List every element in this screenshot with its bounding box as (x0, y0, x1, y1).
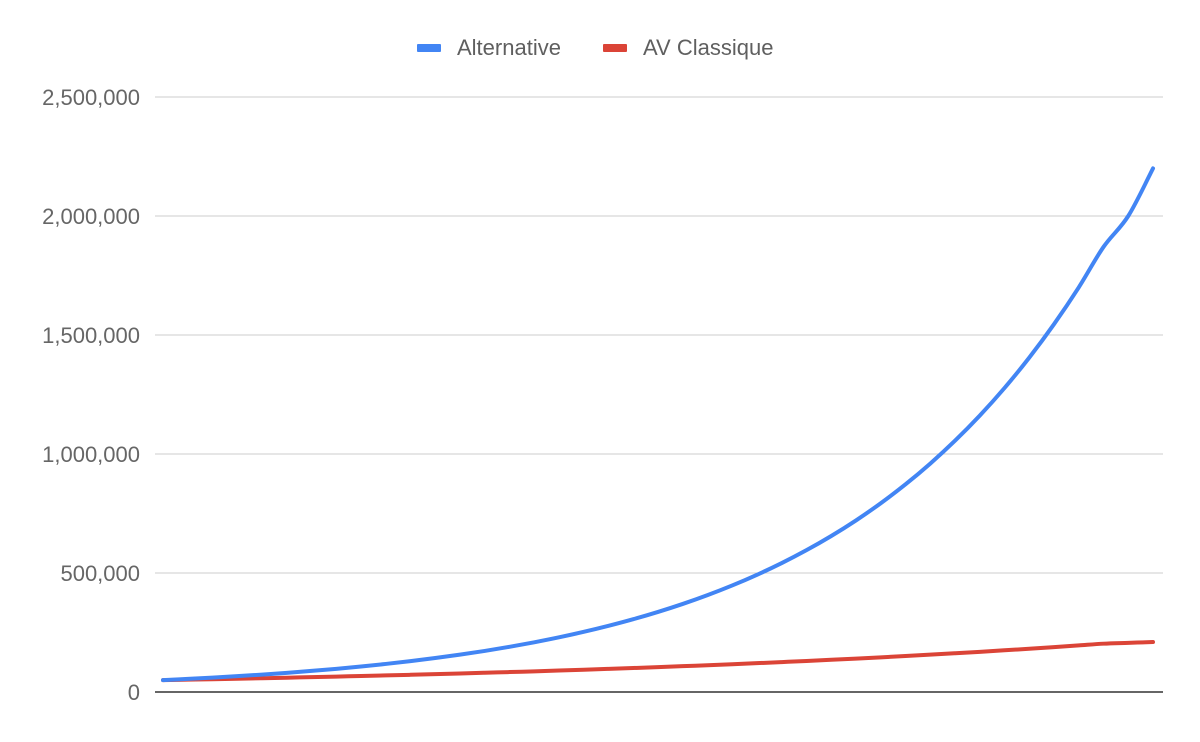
legend-swatch (603, 44, 627, 52)
legend-item[interactable]: Alternative (417, 35, 561, 60)
series-line-av-classique (161, 640, 1155, 683)
legend-label: Alternative (457, 35, 561, 60)
y-axis-tick-labels: 0 500,000 1,000,000 1,500,000 2,000,000 2,500… (42, 85, 140, 705)
series-line-alternative (161, 166, 1155, 683)
y-tick-label: 500,000 (60, 561, 140, 586)
legend-swatch (417, 44, 441, 52)
y-tick-label: 0 (128, 680, 140, 705)
legend-item[interactable]: AV Classique (603, 35, 773, 60)
y-tick-label: 2,500,000 (42, 85, 140, 110)
y-tick-label: 1,000,000 (42, 442, 140, 467)
chart-series-lines (161, 166, 1155, 683)
chart-legend: Alternative AV Classique (417, 35, 773, 60)
y-tick-label: 1,500,000 (42, 323, 140, 348)
chart-gridlines (155, 96, 1163, 574)
y-tick-label: 2,000,000 (42, 204, 140, 229)
legend-label: AV Classique (643, 35, 773, 60)
